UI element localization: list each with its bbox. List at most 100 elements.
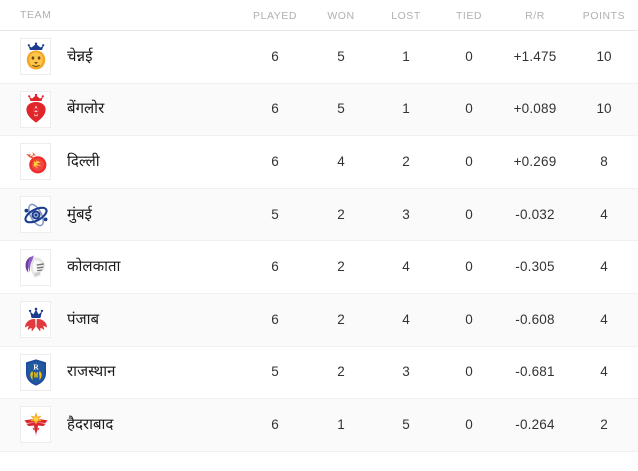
rr-value: -0.681 (515, 364, 555, 380)
played-value: 5 (271, 364, 279, 380)
lost-cell: 5 (374, 416, 438, 434)
lost-value: 4 (402, 259, 410, 275)
table-row[interactable]: पंजाब 6 2 4 0 -0.608 4 (0, 293, 638, 347)
points-cell: 4 (570, 258, 638, 276)
played-value: 6 (271, 311, 279, 327)
lost-value: 1 (402, 101, 410, 117)
rr-cell: +0.089 (500, 100, 570, 118)
lost-value: 3 (402, 206, 410, 222)
table-row[interactable]: बेंगलोर 6 5 1 0 +0.089 10 (0, 83, 638, 137)
team-name: मुंबई (67, 205, 92, 223)
rr-cell: +0.269 (500, 153, 570, 171)
column-header-lost[interactable]: LOST (391, 10, 421, 22)
team-name: बेंगलोर (67, 100, 105, 118)
column-header-played[interactable]: PLAYED (253, 10, 297, 22)
table-row[interactable]: दिल्ली 6 4 2 0 +0.269 8 (0, 136, 638, 189)
tied-cell: 0 (438, 48, 500, 66)
kolkata-knight-helmet-logo (20, 248, 51, 286)
won-cell: 5 (308, 48, 374, 66)
tied-value: 0 (465, 416, 473, 432)
column-header-rr[interactable]: R/R (525, 10, 545, 22)
team-name: राजस्थान (67, 363, 116, 381)
column-header-won[interactable]: WON (327, 10, 355, 22)
rr-value: +0.089 (513, 101, 557, 117)
lost-cell: 1 (374, 100, 438, 118)
won-cell: 2 (308, 206, 374, 224)
played-cell: 6 (242, 311, 308, 329)
rr-cell: -0.305 (500, 258, 570, 276)
lost-value: 2 (402, 153, 410, 169)
points-cell: 10 (570, 48, 638, 66)
won-value: 2 (337, 364, 345, 380)
team-name: हैदराबाद (67, 415, 114, 433)
points-value: 4 (600, 206, 608, 222)
team-cell: पंजाब (0, 301, 242, 339)
lost-cell: 3 (374, 363, 438, 381)
svg-text:R: R (33, 363, 39, 372)
played-cell: 5 (242, 363, 308, 381)
lost-value: 1 (402, 48, 410, 64)
points-cell: 4 (570, 363, 638, 381)
points-cell: 2 (570, 416, 638, 434)
played-value: 6 (271, 48, 279, 64)
tied-cell: 0 (438, 363, 500, 381)
tied-cell: 0 (438, 311, 500, 329)
column-header-team[interactable]: TEAM (20, 9, 52, 21)
played-cell: 6 (242, 258, 308, 276)
lost-cell: 2 (374, 153, 438, 171)
table-header-row: TEAM PLAYED WON LOST TIED R/R POINTS (0, 0, 638, 31)
rajasthan-shield-logo: R (20, 353, 51, 391)
mumbai-orbital-logo (20, 196, 51, 234)
points-value: 2 (600, 416, 608, 432)
rr-value: -0.264 (515, 416, 555, 432)
tied-cell: 0 (438, 416, 500, 434)
table-row[interactable]: हैदराबाद 6 1 5 0 -0.264 2 (0, 399, 638, 452)
table-row[interactable]: R राजस्थान 5 2 3 0 -0.681 4 (0, 346, 638, 400)
team-name: पंजाब (67, 310, 100, 328)
points-value: 10 (596, 101, 612, 117)
points-value: 4 (600, 364, 608, 380)
rr-cell: -0.608 (500, 311, 570, 329)
team-cell: दिल्ली (0, 143, 242, 181)
tied-value: 0 (465, 48, 473, 64)
lost-cell: 4 (374, 311, 438, 329)
table-row[interactable]: कोलकाता 6 2 4 0 -0.305 4 (0, 241, 638, 294)
played-cell: 6 (242, 100, 308, 118)
tied-value: 0 (465, 364, 473, 380)
tied-cell: 0 (438, 153, 500, 171)
won-cell: 2 (308, 363, 374, 381)
column-header-tied[interactable]: TIED (455, 10, 483, 22)
won-cell: 2 (308, 311, 374, 329)
played-value: 6 (271, 416, 279, 432)
lost-value: 4 (402, 311, 410, 327)
rr-value: +1.475 (513, 48, 557, 64)
team-cell: बेंगलोर (0, 90, 242, 128)
tied-value: 0 (465, 101, 473, 117)
lost-cell: 3 (374, 206, 438, 224)
team-name: कोलकाता (67, 258, 121, 276)
table-row[interactable]: चेन्नई 6 5 1 0 +1.475 10 (0, 31, 638, 84)
tied-value: 0 (465, 259, 473, 275)
table-row[interactable]: मुंबई 5 2 3 0 -0.032 4 (0, 188, 638, 242)
points-value: 8 (600, 153, 608, 169)
lost-cell: 1 (374, 48, 438, 66)
team-cell: हैदराबाद (0, 406, 242, 444)
rr-cell: +1.475 (500, 48, 570, 66)
team-name: दिल्ली (67, 152, 100, 170)
team-cell: मुंबई (0, 196, 242, 234)
played-cell: 6 (242, 416, 308, 434)
played-value: 6 (271, 259, 279, 275)
played-value: 5 (271, 206, 279, 222)
team-cell: कोलकाता (0, 248, 242, 286)
column-header-points[interactable]: POINTS (582, 10, 626, 22)
tied-cell: 0 (438, 206, 500, 224)
bangalore-lion-shield-logo (20, 90, 51, 128)
played-cell: 6 (242, 48, 308, 66)
won-value: 5 (337, 101, 345, 117)
won-value: 2 (337, 259, 345, 275)
tied-value: 0 (465, 206, 473, 222)
won-cell: 4 (308, 153, 374, 171)
rr-cell: -0.681 (500, 363, 570, 381)
won-value: 5 (337, 48, 345, 64)
